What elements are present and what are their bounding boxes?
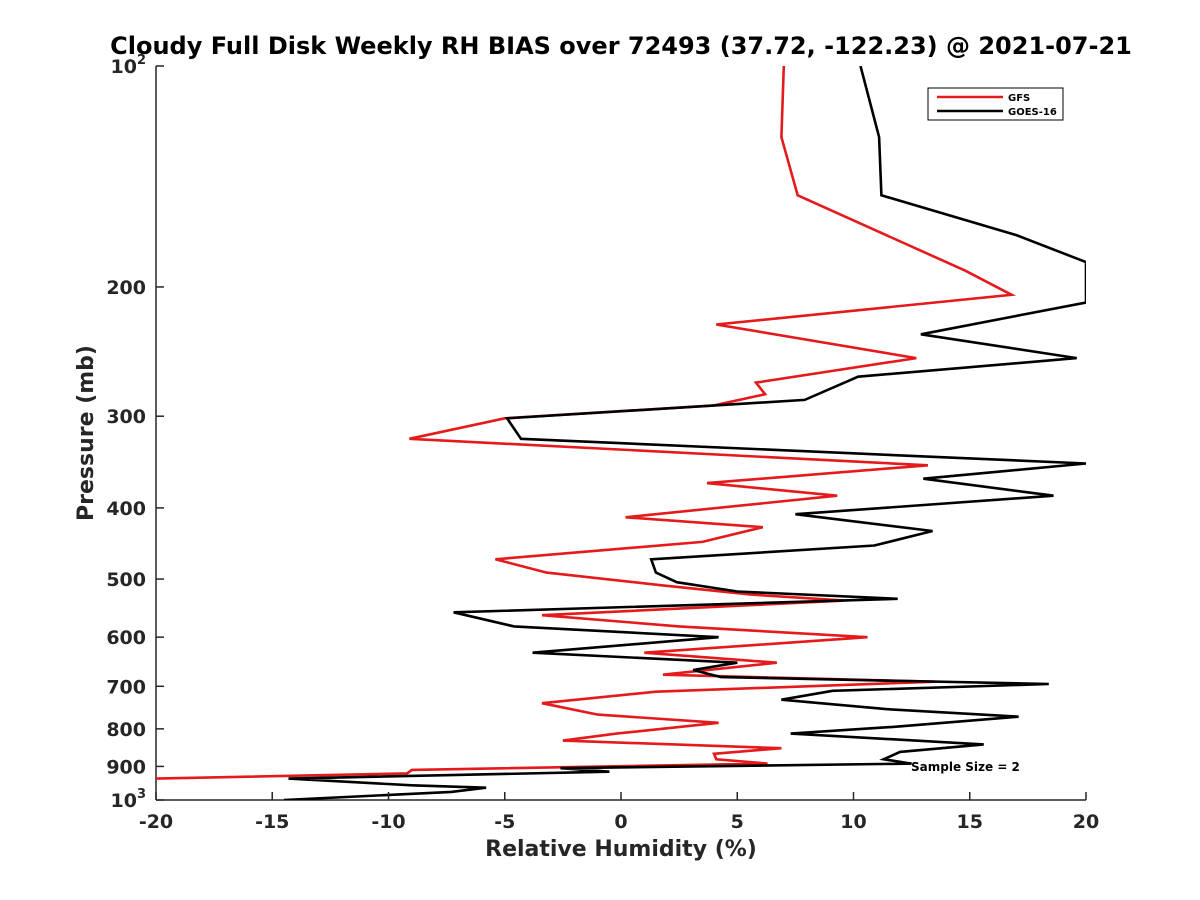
x-tick-label: 20 xyxy=(1073,811,1099,833)
x-tick-label: -15 xyxy=(255,811,289,833)
x-tick-label: -20 xyxy=(139,811,173,833)
y-tick-label: 400 xyxy=(106,498,146,520)
x-tick-label: -10 xyxy=(371,811,405,833)
legend: GFS GOES-16 xyxy=(927,87,1064,121)
x-tick-label: 5 xyxy=(731,811,744,833)
y-tick-label: 900 xyxy=(106,756,146,778)
y-tick-label: 103 xyxy=(111,787,147,812)
legend-box xyxy=(927,87,1064,121)
x-axis-label: Relative Humidity (%) xyxy=(485,837,757,862)
legend-label-goes16: GOES-16 xyxy=(1008,107,1057,118)
y-tick-label: 800 xyxy=(106,719,146,741)
series-layer xyxy=(156,66,1086,800)
legend-label-gfs: GFS xyxy=(1008,93,1030,104)
y-tick-label: 700 xyxy=(106,676,146,698)
series-line-gfs xyxy=(156,66,1017,780)
series-line-goes-16 xyxy=(283,66,1086,800)
sample-size-annotation: Sample Size = 2 xyxy=(911,760,1020,774)
y-tick-label: 300 xyxy=(106,406,146,428)
y-tick-label: 102 xyxy=(111,53,147,78)
y-tick-label: 500 xyxy=(106,569,146,591)
axes-frame xyxy=(155,66,1086,801)
x-tick-label: 10 xyxy=(840,811,866,833)
chart-title: Cloudy Full Disk Weekly RH BIAS over 724… xyxy=(110,32,1132,60)
x-tick-label: 15 xyxy=(957,811,983,833)
x-tick-label: 0 xyxy=(614,811,627,833)
tick-layer: -20 -15 -10 -5 0 5 10 15 20 102 200 300 400 500 600 700… xyxy=(106,53,1099,833)
x-tick-label: -5 xyxy=(494,811,515,833)
y-tick-label: 200 xyxy=(106,277,146,299)
y-axis-label: Pressure (mb) xyxy=(74,345,99,521)
y-tick-label: 600 xyxy=(106,627,146,649)
